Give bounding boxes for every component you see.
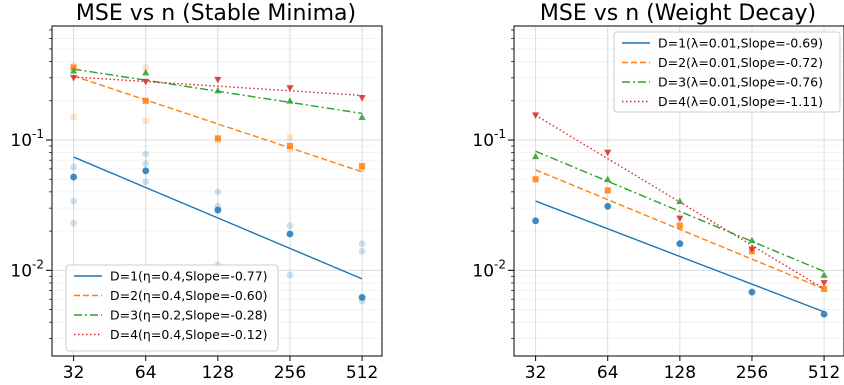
data-point (676, 222, 683, 229)
trial-point (286, 134, 294, 141)
y-tick-label: 10-2 (472, 257, 506, 281)
legend-label: D=3(λ=0.01,Slope=-0.76) (658, 75, 823, 90)
data-point (358, 113, 366, 120)
fit-line (73, 75, 363, 173)
plot-frame (513, 25, 844, 357)
data-point (532, 217, 540, 225)
legend-label: D=1(η=0.4,Slope=-0.77) (110, 269, 268, 284)
legend-box (613, 31, 841, 113)
data-point (532, 152, 540, 160)
data-point (286, 230, 294, 238)
trial-point (70, 219, 78, 227)
fit-line (535, 150, 825, 273)
data-point (604, 202, 612, 210)
data-point (358, 293, 366, 301)
fit-line (73, 156, 363, 280)
data-point (676, 240, 684, 248)
legend: D=1(η=0.4,Slope=-0.77) D=2(η=0.4,Slope=-0… (65, 264, 279, 352)
x-tick-label: 512 (346, 363, 378, 383)
data-point (748, 246, 756, 253)
data-point (748, 236, 756, 244)
trial-point (70, 114, 77, 121)
trial-point (286, 271, 294, 279)
data-point (532, 112, 540, 119)
legend: D=1(λ=0.01,Slope=-0.69) D=2(λ=0.01,Slope=… (613, 31, 841, 113)
trial-point (142, 64, 149, 71)
x-tick-label: 32 (525, 363, 547, 383)
legend-label: D=2(λ=0.01,Slope=-0.72) (658, 55, 823, 70)
legend-label: D=2(η=0.4,Slope=-0.60) (110, 288, 268, 303)
trial-point (142, 178, 150, 185)
y-tick-label: 10-1 (10, 127, 44, 151)
data-point (70, 67, 78, 74)
trial-point (286, 222, 294, 230)
plot-frame (51, 25, 383, 357)
data-point (142, 68, 150, 76)
data-point (142, 78, 150, 86)
data-point (820, 280, 828, 287)
trial-point (286, 146, 294, 153)
fit-line (535, 169, 825, 290)
y-tick-label: 10-2 (10, 257, 44, 281)
data-point (604, 175, 612, 183)
data-point (286, 97, 294, 104)
trial-point (142, 160, 150, 167)
legend-label: D=3(η=0.2,Slope=-0.28) (110, 308, 268, 323)
chart-stable-minima: MSE vs n (Stable Minima) 32 64 128 256 512 10… (10, 1, 383, 383)
trial-point (142, 117, 149, 125)
legend-label: D=4(λ=0.01,Slope=-1.11) (658, 94, 823, 109)
fit-line (73, 76, 363, 97)
data-point (820, 271, 828, 278)
x-tick-label: 32 (63, 363, 85, 383)
trial-point (142, 150, 150, 158)
data-point (358, 95, 366, 102)
legend-label: D=1(λ=0.01,Slope=-0.69) (658, 36, 823, 51)
x-tick-label: 512 (808, 363, 840, 383)
x-tick-label: 64 (597, 363, 619, 383)
data-point (214, 86, 222, 94)
trial-point (358, 240, 366, 248)
data-point (214, 76, 222, 84)
data-point (748, 288, 756, 296)
x-tick-label: 128 (202, 363, 234, 383)
data-point (604, 187, 611, 194)
trial-point (214, 188, 222, 196)
chart-title: MSE vs n (Stable Minima) (76, 1, 356, 26)
trial-point (70, 163, 78, 171)
legend-label: D=4(η=0.4,Slope=-0.12) (110, 327, 268, 342)
data-point (214, 206, 222, 214)
data-point (70, 74, 78, 82)
fit-line (535, 200, 825, 313)
data-point (214, 135, 221, 142)
data-point (820, 310, 828, 318)
data-point (604, 149, 612, 157)
data-point (286, 85, 294, 92)
data-point (142, 167, 150, 175)
chart-weight-decay: MSE vs n (Weight Decay) 32 64 128 256 512 10-… (472, 1, 844, 383)
trial-point (358, 247, 366, 255)
data-point (70, 173, 78, 181)
y-tick-label: 10-1 (472, 127, 506, 151)
data-point (359, 163, 366, 170)
chart-title: MSE vs n (Weight Decay) (540, 1, 816, 26)
legend-box (65, 264, 279, 352)
data-point (142, 97, 149, 104)
data-point (532, 176, 539, 183)
data-point (821, 285, 828, 292)
x-tick-label: 256 (736, 363, 768, 383)
data-point (286, 142, 294, 150)
data-point (676, 197, 684, 204)
trial-point (70, 197, 78, 205)
x-tick-label: 128 (664, 363, 696, 383)
data-point (676, 215, 684, 223)
x-tick-label: 64 (135, 363, 157, 383)
x-tick-label: 256 (274, 363, 306, 383)
